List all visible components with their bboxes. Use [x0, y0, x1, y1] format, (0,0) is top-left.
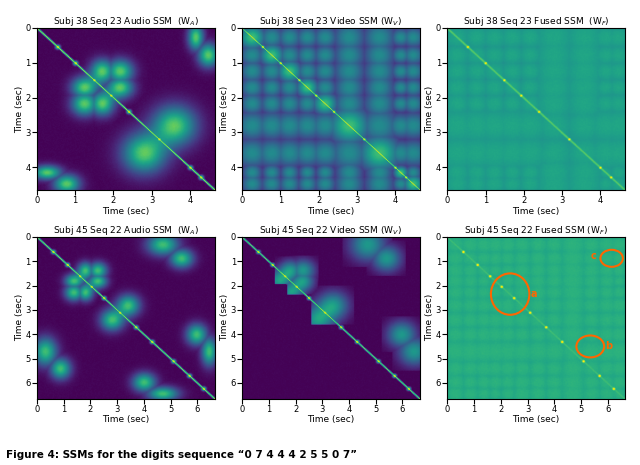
- Title: Subj 45 Seq 22 Video SSM (W$_{V}$): Subj 45 Seq 22 Video SSM (W$_{V}$): [259, 224, 403, 237]
- Y-axis label: Time (sec): Time (sec): [15, 86, 24, 133]
- Y-axis label: Time (sec): Time (sec): [426, 294, 435, 341]
- Title: Subj 38 Seq 23 Video SSM (W$_{V}$): Subj 38 Seq 23 Video SSM (W$_{V}$): [259, 15, 403, 28]
- Text: a: a: [531, 289, 537, 299]
- X-axis label: Time (sec): Time (sec): [307, 206, 355, 216]
- X-axis label: Time (sec): Time (sec): [513, 415, 560, 425]
- Y-axis label: Time (sec): Time (sec): [220, 294, 229, 341]
- Text: Figure 4: SSMs for the digits sequence “0 7 4 4 4 2 5 5 0 7”: Figure 4: SSMs for the digits sequence “…: [6, 450, 358, 460]
- Y-axis label: Time (sec): Time (sec): [15, 294, 24, 341]
- Y-axis label: Time (sec): Time (sec): [220, 86, 229, 133]
- X-axis label: Time (sec): Time (sec): [513, 206, 560, 216]
- Title: Subj 45 Seq 22 Audio SSM  (W$_{A}$): Subj 45 Seq 22 Audio SSM (W$_{A}$): [52, 224, 199, 237]
- Title: Subj 45 Seq 22 Fused SSM (W$_{F}$): Subj 45 Seq 22 Fused SSM (W$_{F}$): [464, 224, 608, 237]
- X-axis label: Time (sec): Time (sec): [102, 415, 150, 425]
- Text: b: b: [605, 341, 612, 352]
- X-axis label: Time (sec): Time (sec): [102, 206, 150, 216]
- Title: Subj 38 Seq 23 Fused SSM  (W$_{F}$): Subj 38 Seq 23 Fused SSM (W$_{F}$): [463, 15, 609, 28]
- Y-axis label: Time (sec): Time (sec): [426, 86, 435, 133]
- Title: Subj 38 Seq 23 Audio SSM  (W$_{A}$): Subj 38 Seq 23 Audio SSM (W$_{A}$): [52, 15, 199, 28]
- X-axis label: Time (sec): Time (sec): [307, 415, 355, 425]
- Text: c: c: [591, 251, 597, 261]
